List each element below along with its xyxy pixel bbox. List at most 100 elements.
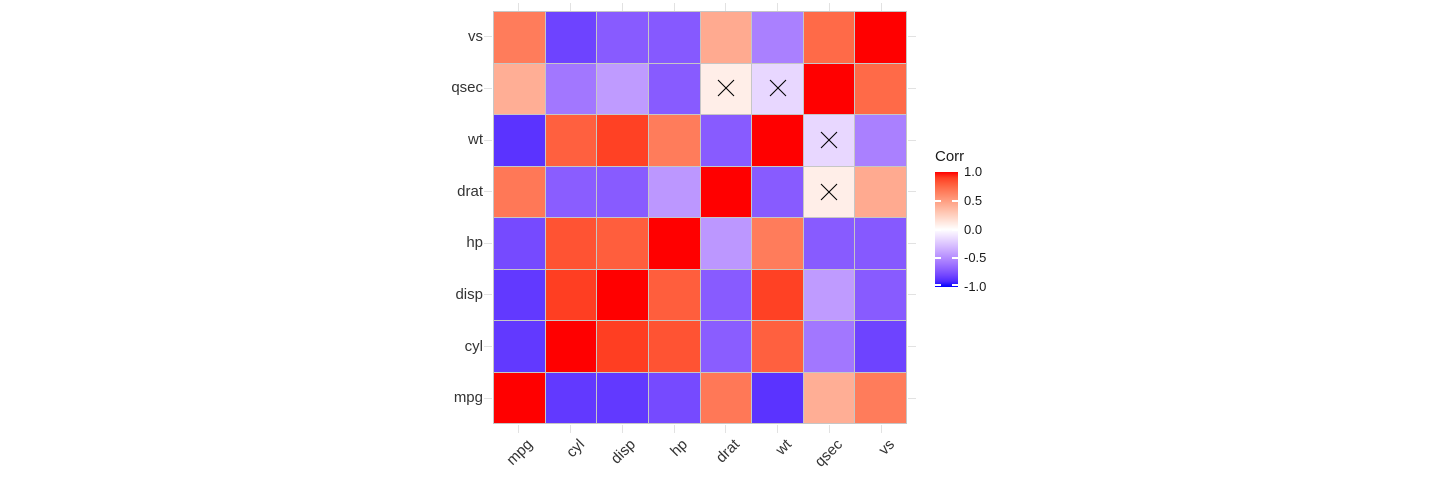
heatmap-cell <box>855 115 906 166</box>
heatmap-cell <box>752 115 803 166</box>
x-axis-label: drat <box>712 436 743 467</box>
heatmap-cell <box>494 115 545 166</box>
x-axis-label: disp <box>607 436 640 468</box>
legend-tick-label: 0.0 <box>964 221 983 237</box>
heatmap-cell <box>803 12 855 63</box>
gridline-stub <box>484 36 492 38</box>
heatmap-cell <box>648 115 700 166</box>
gridline-stub <box>570 3 572 11</box>
heatmap-cell <box>597 218 648 269</box>
legend-tick-mark <box>935 199 941 202</box>
legend-tick-mark <box>935 228 941 231</box>
heatmap-cell <box>545 321 597 372</box>
gridline-stub <box>570 425 572 433</box>
legend-tick-label: -0.5 <box>964 250 987 266</box>
heatmap-panel <box>493 11 907 424</box>
y-axis-label: qsec <box>451 79 483 97</box>
gridline-stub <box>621 425 623 433</box>
gridline-stub <box>908 242 916 244</box>
heatmap-cell <box>752 218 803 269</box>
gridline-stub <box>828 425 830 433</box>
heatmap-cell <box>855 321 906 372</box>
y-axis-label: hp <box>466 234 483 252</box>
heatmap-cell <box>545 63 597 114</box>
heatmap-cell <box>803 63 855 114</box>
gridline-stub <box>484 87 492 89</box>
legend-tick-mark <box>952 284 958 286</box>
x-axis-label: wt <box>772 436 795 459</box>
gridline-stub <box>908 87 916 89</box>
heatmap-cell <box>752 269 803 320</box>
gridline-stub <box>518 3 520 11</box>
heatmap-cell <box>752 166 803 217</box>
heatmap-cell <box>597 372 648 423</box>
gridline-stub <box>484 397 492 399</box>
x-axis-label: qsec <box>811 436 847 471</box>
heatmap-cell <box>494 63 545 114</box>
insignificance-cross-icon <box>717 80 735 97</box>
heatmap-cell <box>648 321 700 372</box>
heatmap-cell <box>597 269 648 320</box>
heatmap-cell <box>648 166 700 217</box>
heatmap-cell <box>648 269 700 320</box>
heatmap-cell <box>648 218 700 269</box>
legend-title: Corr <box>935 148 965 165</box>
heatmap-cell <box>752 12 803 63</box>
x-axis-label: hp <box>667 436 692 460</box>
legend-tick-mark <box>935 257 941 260</box>
heatmap-cell <box>494 12 545 63</box>
heatmap-cell <box>700 12 752 63</box>
gridline-stub <box>484 346 492 348</box>
heatmap-cell <box>700 166 752 217</box>
heatmap-cell <box>545 269 597 320</box>
legend-tick-label: 1.0 <box>964 164 983 179</box>
heatmap-cell <box>855 166 906 217</box>
gridline-stub <box>880 3 882 11</box>
heatmap-cell <box>803 372 855 423</box>
heatmap-cell <box>700 115 752 166</box>
heatmap-cell <box>752 321 803 372</box>
legend-tick-label: -1.0 <box>964 279 987 294</box>
heatmap-cell <box>545 115 597 166</box>
heatmap-cell <box>700 321 752 372</box>
insignificance-cross-icon <box>769 80 787 97</box>
heatmap-cell <box>648 12 700 63</box>
heatmap-cell <box>494 269 545 320</box>
gridline-stub <box>621 3 623 11</box>
heatmap-cell <box>494 372 545 423</box>
y-axis-label: cyl <box>464 337 483 355</box>
gridline-stub <box>828 3 830 11</box>
heatmap-cell <box>597 321 648 372</box>
gridline-stub <box>484 242 492 244</box>
heatmap-cell <box>700 218 752 269</box>
legend-tick-mark <box>935 284 941 286</box>
y-axis-label: mpg <box>453 389 483 407</box>
x-axis-label: cyl <box>562 436 588 461</box>
gridline-stub <box>777 3 779 11</box>
heatmap-cell <box>700 372 752 423</box>
legend-tick-mark <box>952 228 958 231</box>
heatmap-cell <box>494 166 545 217</box>
x-axis-label: vs <box>875 436 899 459</box>
insignificance-cross-icon <box>820 131 838 149</box>
heatmap-cell <box>545 372 597 423</box>
gridline-stub <box>673 425 675 433</box>
gridline-stub <box>908 294 916 296</box>
gridline-stub <box>908 36 916 38</box>
heatmap-cell <box>855 269 906 320</box>
heatmap-cell <box>494 218 545 269</box>
heatmap-cell <box>545 218 597 269</box>
heatmap-cell <box>545 12 597 63</box>
gridline-stub <box>484 139 492 141</box>
heatmap-cell <box>855 372 906 423</box>
gridline-stub <box>725 425 727 433</box>
gridline-stub <box>484 191 492 193</box>
heatmap-cell <box>803 218 855 269</box>
heatmap-cell <box>803 321 855 372</box>
heatmap-cell <box>855 218 906 269</box>
insignificance-cross-icon <box>820 183 838 201</box>
legend-tick-mark <box>952 257 958 260</box>
y-axis-label: wt <box>468 131 483 149</box>
gridline-stub <box>725 3 727 11</box>
